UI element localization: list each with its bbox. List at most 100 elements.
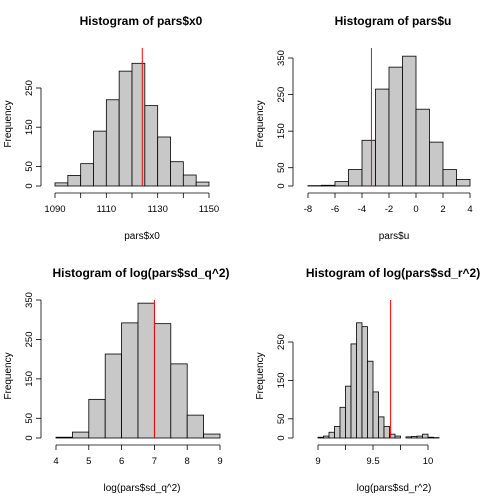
histogram-bar <box>429 141 444 187</box>
x-tick-label: 9 <box>217 456 222 467</box>
histogram-bar <box>104 353 122 439</box>
x-axis: 4 5 6 7 8 9 <box>53 444 223 467</box>
x-axis-label: log(pars$sd_q^2) <box>104 483 181 494</box>
x-axis: -8 -6 -4 -2 0 2 4 <box>304 192 473 215</box>
chart-title: Histogram of pars$u <box>335 14 452 28</box>
histogram-bar <box>367 360 374 439</box>
histogram-panel-3: Histogram of log(pars$sd_q^2) 4 5 6 7 8 9 log(p… <box>3 266 230 494</box>
histogram-bar <box>118 70 133 187</box>
histogram-bar <box>411 436 418 439</box>
y-tick-label: 350 <box>24 292 35 308</box>
histogram-bar <box>137 302 155 439</box>
x-tick-label: 6 <box>119 456 124 467</box>
histogram-bar <box>153 323 172 439</box>
x-tick-label: 9.5 <box>366 456 379 467</box>
x-tick-label: 2 <box>440 204 445 215</box>
y-tick-label: 350 <box>276 50 287 66</box>
y-tick-label: 150 <box>24 371 35 387</box>
histogram-bar <box>334 181 349 187</box>
y-tick-label: 150 <box>276 123 287 139</box>
histogram-bar <box>394 435 401 439</box>
y-axis: 0 50 150 250 <box>276 334 294 441</box>
histogram-bar <box>356 322 363 439</box>
histogram-bar <box>350 343 357 439</box>
histogram-panel-1: Histogram of pars$x0 1090 1110 1130 1150 pars… <box>3 14 219 242</box>
histogram-bar <box>72 431 90 439</box>
x-tick-label: 1110 <box>96 204 116 215</box>
histogram-bar <box>361 326 368 439</box>
histogram-bar <box>67 175 82 187</box>
histogram-bar <box>334 426 341 439</box>
y-tick-label: 250 <box>276 87 287 103</box>
chart-title: Histogram of log(pars$sd_r^2) <box>306 266 480 280</box>
chart-title: Histogram of log(pars$sd_q^2) <box>52 266 229 280</box>
x-axis: 1090 1110 1130 1150 <box>44 192 219 215</box>
histogram-bar <box>203 433 221 439</box>
y-tick-label: 50 <box>276 414 287 425</box>
y-tick-label: 50 <box>276 162 287 173</box>
histogram-bar <box>88 398 106 439</box>
x-tick-label: 0 <box>413 204 418 215</box>
histogram-bar <box>339 406 346 439</box>
histogram-bar <box>54 182 69 187</box>
histogram-bar <box>186 414 204 439</box>
y-axis-label: Frequency <box>3 352 14 399</box>
histogram-bar <box>456 179 471 187</box>
histogram-bar <box>383 426 390 439</box>
y-tick-label: 0 <box>24 435 35 440</box>
histogram-bar <box>378 416 385 439</box>
x-tick-label: 4 <box>467 204 472 215</box>
x-tick-label: 8 <box>185 456 190 467</box>
x-tick-label: 5 <box>86 456 91 467</box>
y-tick-label: 250 <box>24 80 35 96</box>
x-axis: 9 9.5 10 <box>315 444 433 467</box>
x-tick-label: -2 <box>385 204 393 215</box>
y-tick-label: 0 <box>276 435 287 440</box>
y-axis: 0 50 150 250 350 <box>276 50 294 189</box>
histogram-bar <box>55 436 73 439</box>
x-tick-label: -8 <box>304 204 312 215</box>
histogram-bar <box>361 139 376 187</box>
histogram-bar <box>348 169 363 187</box>
x-tick-label: 9 <box>315 456 320 467</box>
y-axis-label: Frequency <box>3 100 14 147</box>
histogram-bar <box>328 431 335 439</box>
y-axis: 0 50 150 250 <box>24 80 42 189</box>
histogram-bar <box>317 436 324 439</box>
y-tick-label: 150 <box>24 119 35 135</box>
histogram-bar <box>170 161 184 187</box>
y-tick-label: 150 <box>276 372 287 388</box>
histogram-bar <box>195 181 210 187</box>
histogram-bar <box>345 385 352 439</box>
histogram-bar <box>121 322 139 439</box>
x-tick-label: -6 <box>331 204 339 215</box>
histogram-bar <box>372 391 379 439</box>
chart-title: Histogram of pars$x0 <box>80 14 203 28</box>
histogram-bar <box>170 363 188 439</box>
y-axis: 0 50 150 250 350 <box>24 292 42 441</box>
histogram-bar <box>323 435 330 439</box>
histogram-bar <box>105 99 120 187</box>
y-tick-label: 0 <box>276 183 287 188</box>
histogram-panel-2: Histogram of pars$u -8 -6 -4 -2 0 2 4 pars$u 0 50 1… <box>255 14 473 242</box>
x-tick-label: 1150 <box>199 204 219 215</box>
x-tick-label: 4 <box>53 456 58 467</box>
y-tick-label: 50 <box>24 161 35 172</box>
histogram-bar <box>80 163 94 187</box>
histogram-bar <box>144 105 159 187</box>
histogram-bar <box>402 55 417 187</box>
histogram-bar <box>157 136 171 187</box>
histogram-panel-4: Histogram of log(pars$sd_r^2) 9 9.5 10 log(p… <box>255 266 480 494</box>
histogram-bar <box>93 130 107 187</box>
histogram-bar <box>375 88 390 187</box>
x-axis-label: pars$u <box>379 231 410 242</box>
histogram-bar <box>131 62 146 187</box>
y-tick-label: 0 <box>24 183 35 188</box>
y-tick-label: 250 <box>276 334 287 350</box>
x-axis-label: pars$x0 <box>124 231 160 242</box>
histogram-bar <box>415 108 430 187</box>
x-tick-label: 1090 <box>44 204 65 215</box>
histogram-bar <box>442 169 457 187</box>
histogram-bar <box>388 66 403 187</box>
y-axis-label: Frequency <box>255 100 266 147</box>
